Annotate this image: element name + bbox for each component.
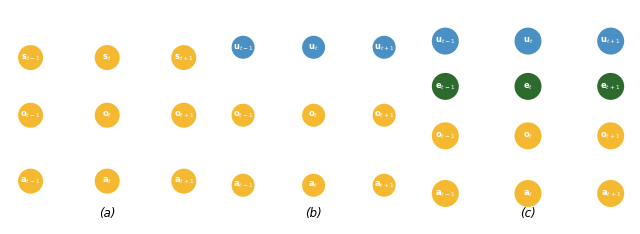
Ellipse shape bbox=[597, 73, 624, 100]
Text: a$_{t-1}$: a$_{t-1}$ bbox=[233, 180, 253, 190]
Ellipse shape bbox=[432, 122, 459, 149]
Ellipse shape bbox=[172, 169, 196, 194]
Ellipse shape bbox=[432, 28, 459, 55]
Text: o$_{t-1}$: o$_{t-1}$ bbox=[20, 110, 41, 121]
Ellipse shape bbox=[18, 45, 43, 70]
Ellipse shape bbox=[232, 174, 255, 197]
Text: (c): (c) bbox=[520, 207, 536, 220]
Text: u$_{t}$: u$_{t}$ bbox=[523, 36, 533, 46]
Ellipse shape bbox=[18, 169, 43, 194]
Text: s$_{t-1}$: s$_{t-1}$ bbox=[20, 52, 40, 63]
Text: s$_{t}$: s$_{t}$ bbox=[102, 52, 112, 63]
Text: s$_{t+1}$: s$_{t+1}$ bbox=[174, 52, 194, 63]
Ellipse shape bbox=[232, 36, 255, 59]
Ellipse shape bbox=[95, 45, 120, 70]
Ellipse shape bbox=[372, 174, 396, 197]
Text: o$_{t}$: o$_{t}$ bbox=[523, 131, 533, 141]
Text: e$_{t}$: e$_{t}$ bbox=[523, 81, 533, 92]
Text: u$_{t+1}$: u$_{t+1}$ bbox=[374, 42, 394, 52]
Ellipse shape bbox=[372, 36, 396, 59]
Ellipse shape bbox=[232, 104, 255, 127]
Ellipse shape bbox=[18, 103, 43, 128]
Text: a$_{t}$: a$_{t}$ bbox=[523, 188, 533, 199]
Ellipse shape bbox=[302, 174, 325, 197]
Ellipse shape bbox=[172, 103, 196, 128]
Text: o$_{t+1}$: o$_{t+1}$ bbox=[374, 110, 394, 121]
Ellipse shape bbox=[432, 180, 459, 207]
Text: e$_{t+1}$: e$_{t+1}$ bbox=[600, 81, 621, 92]
Text: u$_{t-1}$: u$_{t-1}$ bbox=[233, 42, 253, 52]
Ellipse shape bbox=[515, 180, 541, 207]
Text: a$_{t-1}$: a$_{t-1}$ bbox=[20, 176, 41, 186]
Text: (a): (a) bbox=[99, 207, 115, 220]
Text: (b): (b) bbox=[305, 207, 322, 220]
Text: u$_{t-1}$: u$_{t-1}$ bbox=[435, 36, 456, 46]
Ellipse shape bbox=[432, 73, 459, 100]
Text: o$_{t}$: o$_{t}$ bbox=[102, 110, 113, 121]
Ellipse shape bbox=[597, 180, 624, 207]
Text: o$_{t+1}$: o$_{t+1}$ bbox=[600, 131, 621, 141]
Text: a$_{t+1}$: a$_{t+1}$ bbox=[173, 176, 194, 186]
Text: a$_{t+1}$: a$_{t+1}$ bbox=[374, 180, 394, 190]
Ellipse shape bbox=[372, 104, 396, 127]
Text: u$_{t+1}$: u$_{t+1}$ bbox=[600, 36, 621, 46]
Ellipse shape bbox=[172, 45, 196, 70]
Text: o$_{t-1}$: o$_{t-1}$ bbox=[233, 110, 253, 121]
Text: o$_{t+1}$: o$_{t+1}$ bbox=[173, 110, 194, 121]
Ellipse shape bbox=[515, 28, 541, 55]
Ellipse shape bbox=[515, 73, 541, 100]
Text: e$_{t-1}$: e$_{t-1}$ bbox=[435, 81, 456, 92]
Text: a$_{t}$: a$_{t}$ bbox=[308, 180, 319, 190]
Text: o$_{t-1}$: o$_{t-1}$ bbox=[435, 131, 456, 141]
Text: a$_{t-1}$: a$_{t-1}$ bbox=[435, 188, 456, 199]
Ellipse shape bbox=[95, 103, 120, 128]
Ellipse shape bbox=[515, 122, 541, 149]
Text: u$_{t}$: u$_{t}$ bbox=[308, 42, 319, 52]
Text: a$_{t+1}$: a$_{t+1}$ bbox=[600, 188, 621, 199]
Text: o$_{t}$: o$_{t}$ bbox=[308, 110, 319, 121]
Ellipse shape bbox=[597, 28, 624, 55]
Ellipse shape bbox=[302, 104, 325, 127]
Ellipse shape bbox=[302, 36, 325, 59]
Ellipse shape bbox=[95, 169, 120, 194]
Text: a$_{t}$: a$_{t}$ bbox=[102, 176, 112, 186]
Ellipse shape bbox=[597, 122, 624, 149]
